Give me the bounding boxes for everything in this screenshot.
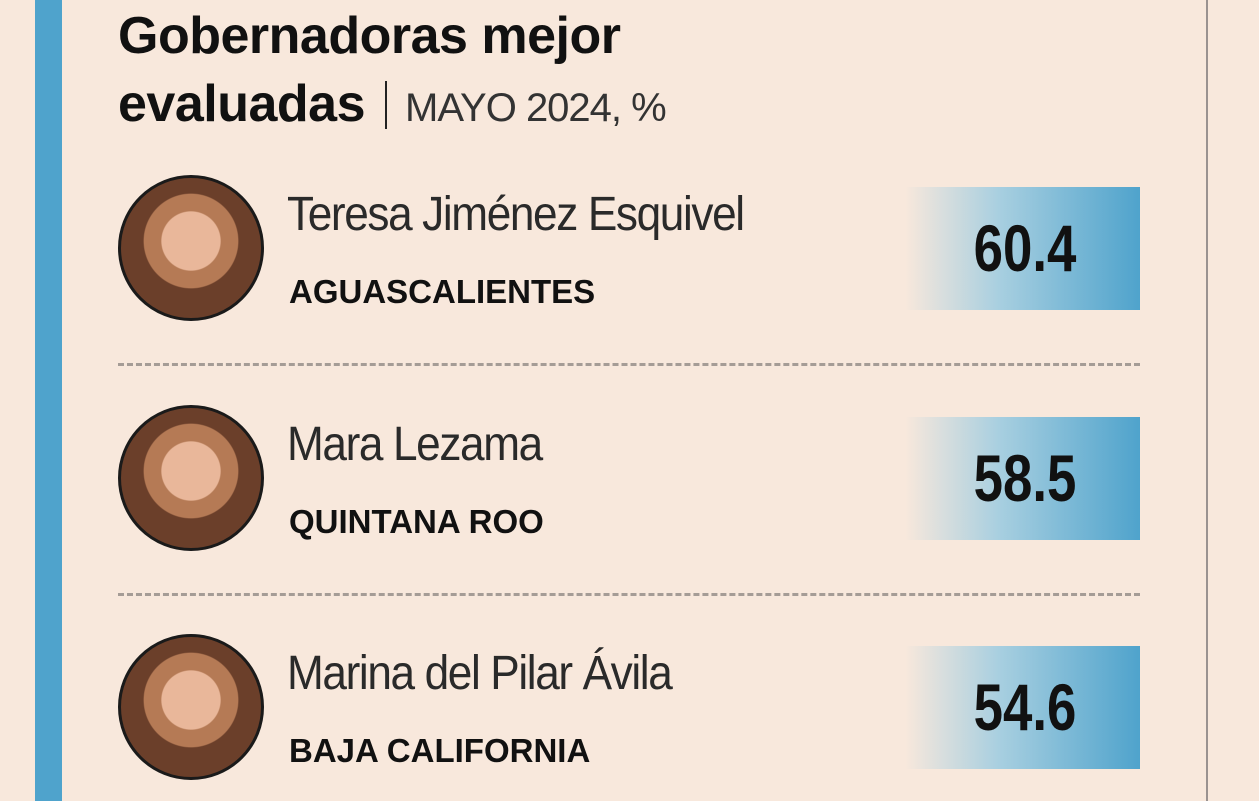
governor-name: Mara Lezama xyxy=(287,417,543,471)
portrait xyxy=(118,404,264,551)
approval-value: 60.4 xyxy=(973,211,1077,285)
divider xyxy=(118,363,1140,366)
portrait xyxy=(118,634,264,780)
value-box xyxy=(905,416,1140,540)
state-name: QUINTANA ROO xyxy=(289,502,544,540)
separator xyxy=(385,81,387,129)
value-box xyxy=(905,646,1140,769)
subtitle: MAYO 2024, % xyxy=(405,86,667,130)
value-box xyxy=(905,187,1140,310)
title: Gobernadoras mejor evaluadas xyxy=(118,7,621,133)
governor-name: Teresa Jiménez Esquivel xyxy=(287,188,745,241)
title-block: Gobernadoras mejor evaluadas MAYO 2024, % xyxy=(118,2,838,142)
state-name: AGUASCALIENTES xyxy=(289,273,596,310)
governor-name: Marina del Pilar Ávila xyxy=(287,647,673,700)
approval-value: 54.6 xyxy=(973,670,1077,744)
accent-bar xyxy=(35,0,62,801)
frame-line xyxy=(1206,0,1208,801)
approval-value: 58.5 xyxy=(973,440,1077,515)
divider xyxy=(118,592,1140,596)
portrait xyxy=(118,175,264,321)
state-name: BAJA CALIFORNIA xyxy=(289,732,591,769)
